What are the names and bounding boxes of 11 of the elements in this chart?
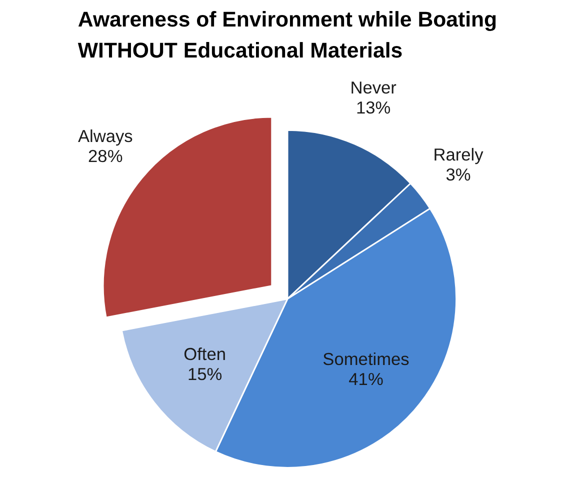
- data-label: 28%: [88, 146, 123, 166]
- slice-label: Often: [184, 344, 226, 364]
- data-label: 41%: [348, 369, 384, 390]
- slice-label: Always: [78, 126, 134, 146]
- chart-title: Awareness of Environment while Boating WITHOUT Educational Materials: [78, 7, 498, 62]
- slice-label: Sometimes: [322, 349, 410, 370]
- slice-label: Rarely: [433, 144, 484, 164]
- data-label: 13%: [356, 98, 391, 118]
- data-label: 3%: [446, 164, 471, 184]
- data-label: 15%: [187, 364, 222, 384]
- slice-label: Never: [350, 78, 397, 98]
